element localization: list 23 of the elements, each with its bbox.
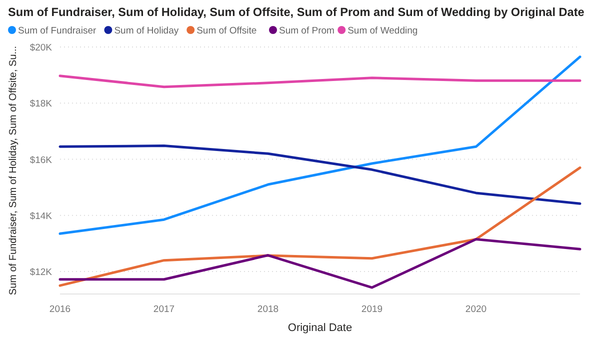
- x-tick-label: 2019: [361, 304, 383, 315]
- x-tick-label: 2017: [153, 304, 175, 315]
- y-tick-label: $18K: [30, 98, 53, 110]
- line-series: [58, 144, 582, 205]
- y-axis-title: Sum of Fundraiser, Sum of Holiday, Sum of Offsite, Su...: [8, 46, 19, 296]
- line-series: [58, 166, 582, 287]
- legend-label: Sum of Prom: [279, 26, 335, 36]
- line-series: [58, 74, 582, 88]
- line-series: [58, 56, 582, 235]
- x-tick-label: 2018: [257, 304, 279, 315]
- chart-title: Sum of Fundraiser, Sum of Holiday, Sum of Offsite, Sum of Prom and Sum of Wedding by Original Date: [8, 5, 585, 19]
- legend-label: Sum of Offsite: [196, 26, 257, 36]
- x-tick-label: 2020: [465, 304, 487, 315]
- y-tick-label: $20K: [30, 42, 53, 54]
- y-tick-label: $12K: [30, 267, 53, 278]
- y-tick-label: $14K: [30, 210, 53, 222]
- x-tick-label: 2016: [49, 304, 71, 315]
- legend-label: Sum of Fundraiser: [18, 26, 96, 36]
- y-tick-label: $16K: [30, 154, 53, 166]
- legend-label: Sum of Holiday: [114, 26, 179, 36]
- legend-label: Sum of Wedding: [348, 26, 418, 36]
- line-series: [58, 238, 582, 289]
- x-axis-title: Original Date: [288, 322, 352, 334]
